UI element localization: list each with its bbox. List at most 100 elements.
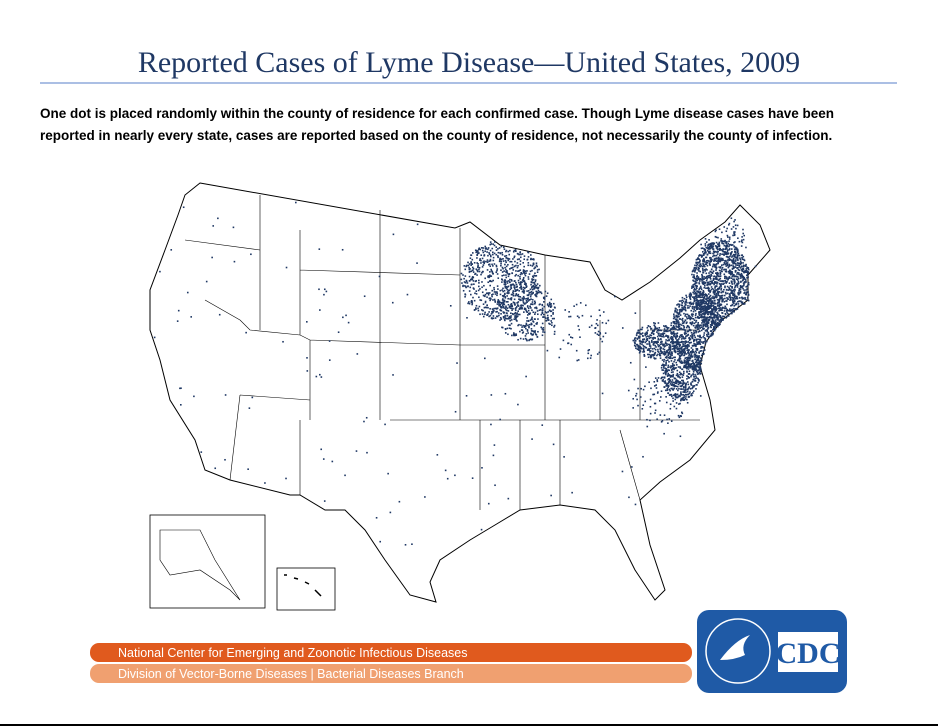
case-dot — [735, 302, 738, 305]
case-dot — [490, 298, 492, 300]
case-dot — [689, 387, 692, 390]
case-dot — [727, 236, 729, 238]
case-dot — [673, 335, 676, 338]
case-dot — [545, 317, 547, 319]
case-dot — [495, 253, 498, 256]
case-dot — [727, 270, 730, 273]
case-dot — [507, 317, 510, 320]
case-dot — [692, 348, 694, 351]
case-dot — [679, 355, 682, 358]
case-dot — [654, 325, 656, 328]
case-dot — [491, 270, 494, 273]
case-dot — [692, 361, 695, 364]
case-dot — [672, 394, 675, 397]
case-dot — [532, 281, 534, 284]
case-dot — [651, 348, 654, 350]
case-dot — [512, 269, 515, 271]
case-dot — [693, 307, 696, 309]
case-dot — [537, 287, 539, 290]
case-dot — [699, 343, 702, 345]
case-dot — [715, 294, 717, 297]
case-dot — [694, 377, 697, 380]
case-dot — [693, 300, 696, 302]
case-dot — [538, 291, 541, 293]
case-dot — [696, 369, 698, 372]
case-dot — [460, 272, 463, 275]
case-dot — [691, 394, 693, 397]
case-dot — [546, 304, 549, 306]
case-dot — [729, 253, 732, 256]
case-dot — [245, 331, 247, 334]
case-dot — [691, 368, 694, 370]
case-dot — [509, 307, 512, 309]
case-dot — [742, 303, 745, 305]
case-dot — [676, 348, 679, 351]
case-dot — [704, 340, 706, 343]
case-dot — [734, 271, 737, 273]
case-dot — [683, 391, 686, 394]
case-dot — [728, 263, 731, 266]
case-dot — [499, 257, 501, 260]
case-dot — [707, 303, 709, 305]
case-dot — [691, 356, 694, 358]
case-dot — [699, 360, 701, 362]
case-dot — [690, 309, 693, 312]
case-dot — [706, 299, 708, 302]
case-dot — [489, 243, 492, 246]
case-dot — [514, 275, 517, 277]
case-dot — [487, 275, 490, 277]
case-dot — [723, 294, 726, 297]
case-dot — [711, 300, 714, 302]
case-dot — [700, 264, 702, 267]
case-dot — [508, 324, 510, 326]
case-dot — [677, 353, 679, 355]
case-dot — [534, 330, 537, 332]
case-dot — [733, 248, 736, 251]
case-dot — [533, 324, 536, 327]
case-dot — [702, 294, 705, 296]
case-dot — [471, 303, 473, 306]
case-dot — [645, 340, 648, 342]
case-dot — [488, 292, 491, 294]
case-dot — [705, 261, 708, 264]
case-dot — [693, 353, 696, 355]
case-dot — [698, 367, 701, 369]
case-dot — [695, 319, 698, 322]
case-dot — [657, 345, 660, 348]
case-dot — [506, 270, 508, 272]
case-dot — [701, 352, 704, 355]
case-dot — [700, 310, 703, 313]
case-dot — [663, 332, 666, 335]
case-dot — [726, 241, 728, 243]
case-dot — [685, 391, 687, 394]
case-dot — [515, 283, 518, 286]
case-dot — [716, 248, 719, 251]
case-dot — [728, 222, 731, 225]
case-dot — [525, 375, 527, 378]
case-dot — [720, 283, 723, 285]
case-dot — [705, 322, 707, 324]
case-dot — [596, 333, 599, 336]
case-dot — [726, 234, 729, 237]
case-dot — [530, 257, 532, 260]
case-dot — [711, 333, 714, 336]
case-dot — [741, 254, 743, 257]
case-dot — [637, 387, 639, 390]
case-dot — [507, 250, 510, 253]
case-dot — [671, 379, 674, 381]
case-dot — [662, 348, 665, 350]
case-dot — [693, 339, 695, 342]
case-dot — [494, 317, 497, 319]
case-dot — [695, 377, 698, 379]
case-dot — [699, 366, 702, 369]
case-dot — [475, 249, 478, 252]
case-dot — [482, 303, 485, 305]
case-dot — [703, 264, 705, 267]
case-dot — [526, 339, 528, 342]
case-dot — [542, 316, 544, 318]
case-dot — [654, 337, 656, 339]
case-dot — [721, 294, 724, 297]
case-dot — [507, 280, 510, 282]
case-dot — [700, 354, 703, 357]
case-dot — [684, 308, 687, 310]
